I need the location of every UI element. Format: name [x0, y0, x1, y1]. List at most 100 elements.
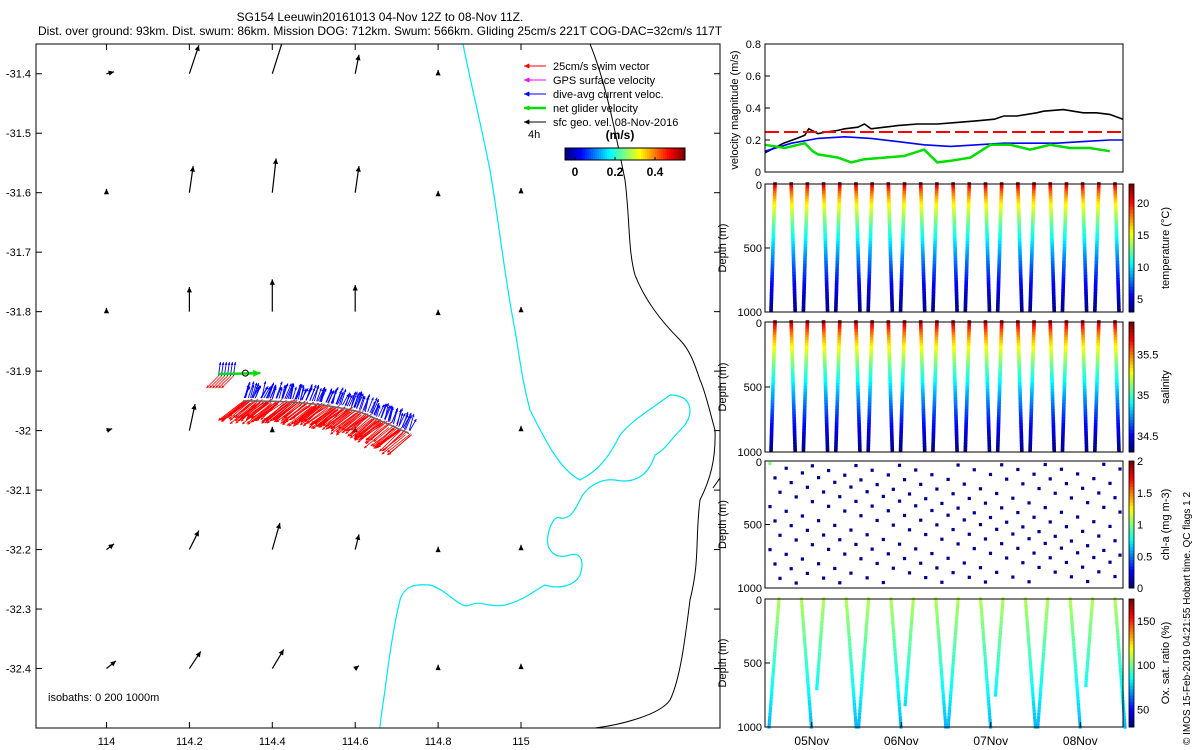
swim-vector-arrow — [299, 404, 326, 426]
section-point — [934, 343, 939, 347]
section-point — [824, 272, 829, 276]
section-point — [1084, 292, 1088, 296]
section-colorbar-segment — [1129, 502, 1134, 506]
section-point — [922, 283, 926, 288]
section-point — [773, 562, 777, 566]
section-point — [964, 269, 969, 274]
geo-velocity-arrow — [106, 660, 117, 669]
section-point — [855, 224, 860, 229]
section-colorbar-segment — [1129, 244, 1134, 249]
section-point — [998, 351, 1003, 356]
section-point — [770, 417, 774, 422]
section-point — [997, 266, 1001, 271]
section-point — [1077, 715, 1082, 719]
section-point — [1114, 377, 1119, 381]
temperature-section-axes-box — [764, 183, 1124, 313]
section-point — [951, 204, 956, 209]
section-point — [1062, 383, 1067, 387]
dac-vector-arrow — [405, 415, 412, 430]
legend-entry-label: net glider velocity — [553, 103, 638, 115]
section-point — [867, 275, 872, 279]
section-point — [967, 334, 971, 339]
section-point — [1114, 351, 1118, 356]
section-point — [804, 661, 808, 665]
section-point — [922, 428, 926, 433]
section-point — [935, 610, 939, 614]
section-point — [769, 437, 774, 442]
section-point — [1085, 674, 1089, 678]
section-point — [1062, 258, 1066, 262]
section-point — [858, 703, 862, 707]
section-point — [966, 224, 970, 229]
section-point — [1081, 215, 1086, 220]
section-point — [937, 635, 941, 639]
section-point — [856, 403, 861, 407]
section-point — [966, 218, 970, 223]
section-point — [965, 388, 969, 393]
section-point — [862, 655, 866, 659]
section-point — [1029, 420, 1033, 424]
section-point — [998, 210, 1003, 214]
section-point — [803, 252, 807, 257]
section-colorbar-segment — [1129, 707, 1134, 712]
section-point — [791, 235, 795, 240]
section-point — [886, 509, 890, 513]
title-line-1: SG154 Leeuwin20161013 04-Nov 12Z to 08-N… — [237, 10, 524, 24]
section-point — [772, 334, 777, 339]
section-point — [771, 360, 776, 364]
section-point — [854, 722, 858, 726]
section-point — [856, 406, 861, 410]
geo-velocity-arrow — [188, 530, 200, 550]
section-point — [982, 645, 986, 649]
section-point — [952, 374, 957, 379]
velocity-ylabel: velocity magnitude (m/s) — [729, 50, 741, 169]
section-point — [902, 334, 906, 339]
section-point — [1087, 642, 1091, 646]
section-point — [985, 385, 990, 390]
section-point — [986, 414, 991, 419]
section-point — [1061, 406, 1066, 410]
section-point — [985, 674, 989, 678]
section-point — [1118, 664, 1122, 668]
section-point — [1113, 201, 1118, 206]
section-point — [1083, 400, 1087, 404]
section-point — [857, 434, 862, 439]
section-point — [967, 496, 971, 501]
section-point — [853, 712, 857, 716]
swim-vector-arrow — [373, 424, 395, 443]
section-point — [849, 658, 853, 662]
section-point — [1016, 546, 1020, 550]
section-point — [864, 626, 868, 630]
section-point — [886, 552, 890, 556]
section-point — [966, 221, 970, 226]
section-point — [792, 297, 797, 302]
section-point — [1095, 218, 1100, 223]
section-point — [844, 600, 849, 604]
section-point — [858, 306, 862, 310]
section-point — [899, 428, 903, 433]
colorbar-segment — [649, 148, 652, 160]
section-point — [1096, 207, 1100, 212]
section-point — [1113, 539, 1117, 543]
dac-vector-arrow — [345, 392, 351, 406]
section-point — [1037, 706, 1041, 710]
section-point — [955, 448, 959, 453]
section-point — [1082, 374, 1087, 379]
section-point — [1018, 406, 1023, 410]
section-point — [790, 213, 794, 217]
colorbar-segment — [569, 148, 572, 160]
section-point — [870, 328, 874, 333]
section-point — [919, 334, 923, 339]
section-point — [866, 428, 871, 433]
velocity-panel: 00.20.40.60.8 velocity magnitude (m/s) — [729, 39, 1124, 179]
section-point — [1083, 269, 1088, 274]
section-point — [1081, 348, 1086, 353]
section-point — [792, 292, 797, 296]
section-point — [1042, 639, 1047, 643]
dac-vector-arrow — [384, 403, 390, 420]
section-point — [900, 249, 905, 254]
swim-vector-arrow — [300, 403, 325, 423]
section-point — [801, 446, 806, 450]
section-point — [910, 619, 914, 623]
section-point — [773, 476, 777, 480]
